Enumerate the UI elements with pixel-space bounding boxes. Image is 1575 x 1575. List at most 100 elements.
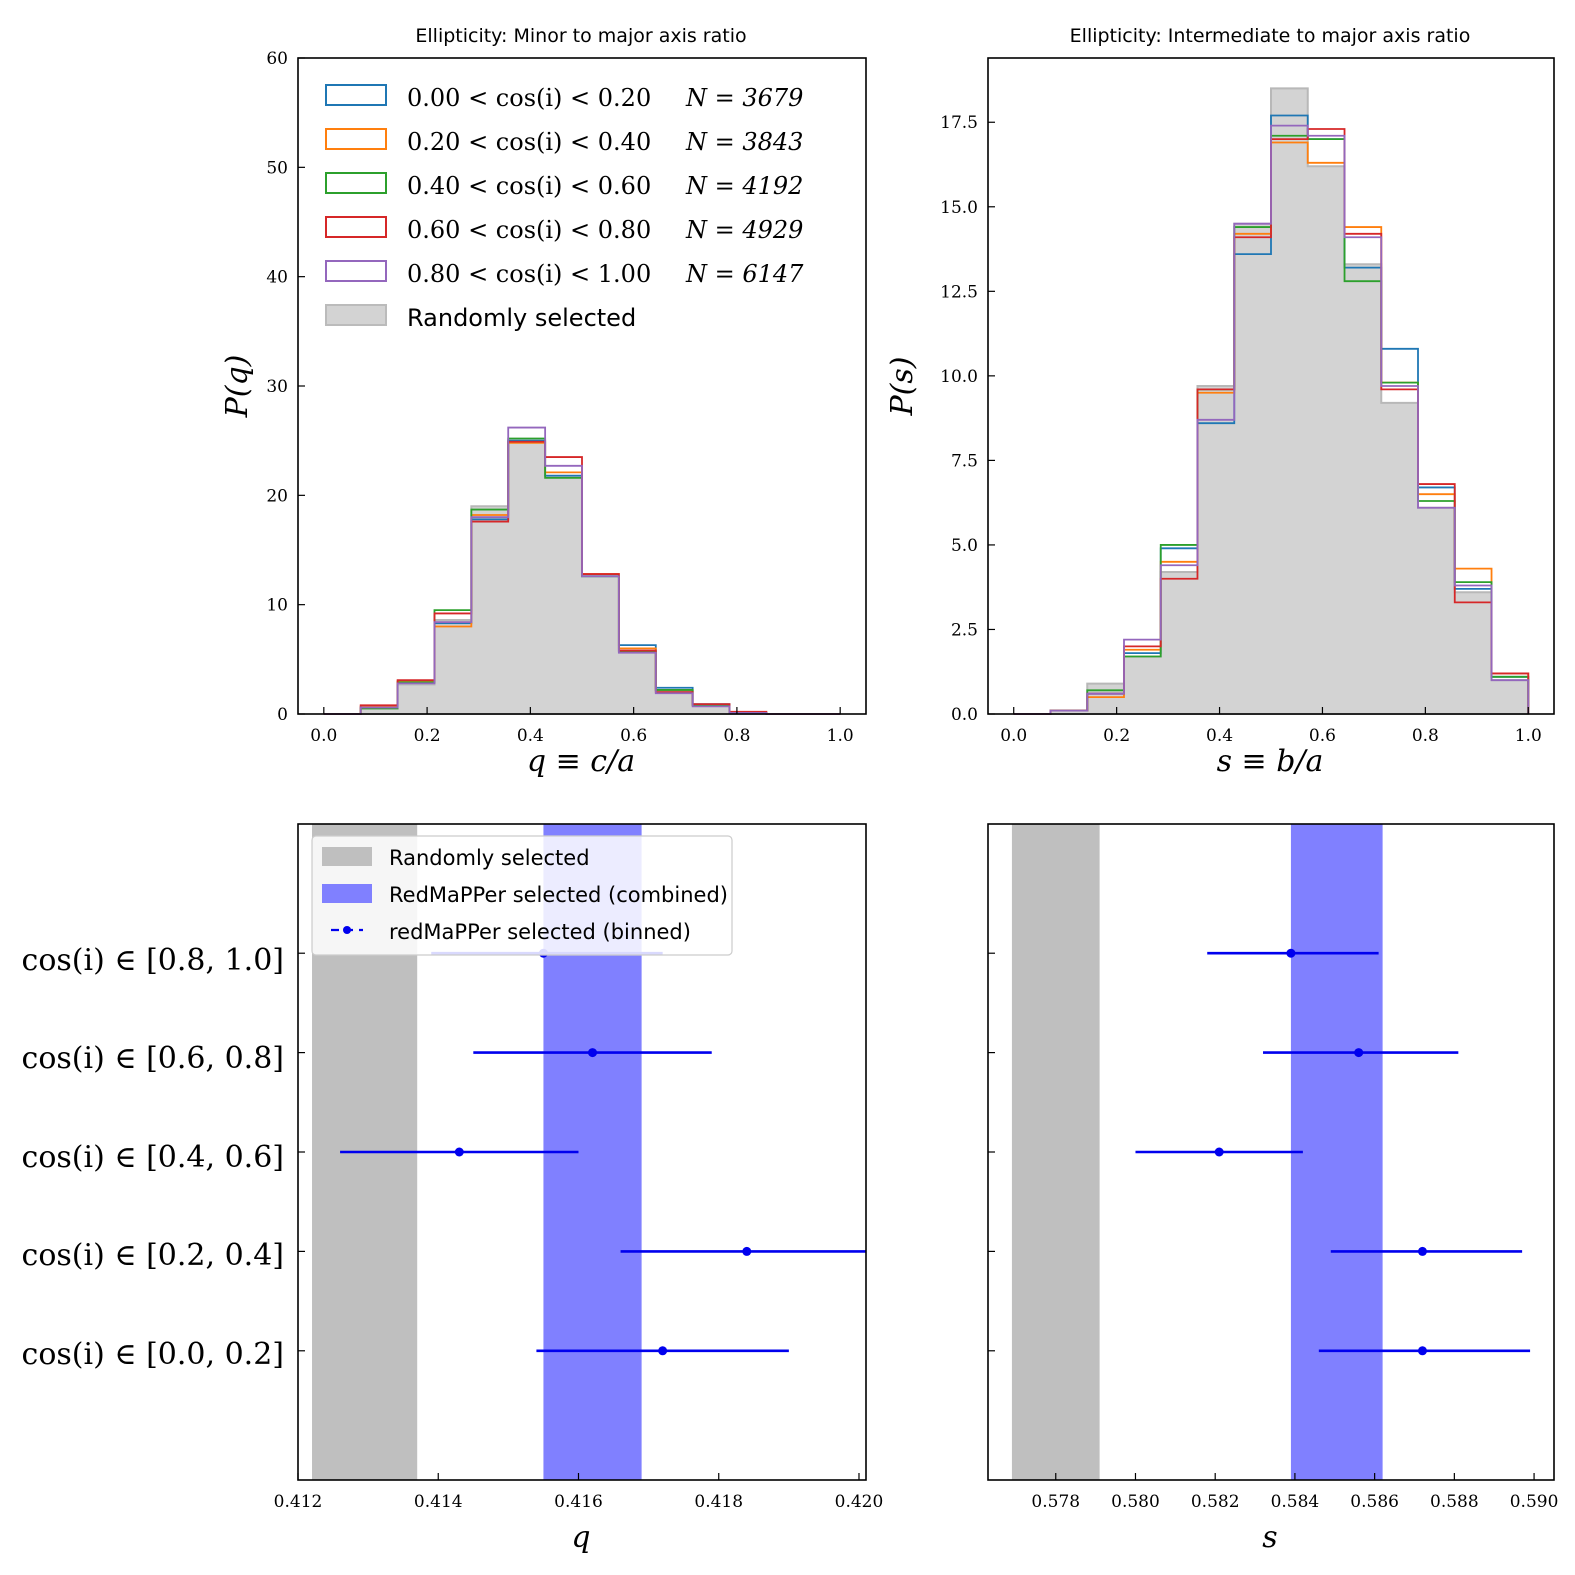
legend-label-random: Randomly selected	[407, 304, 636, 332]
legend-label-bin5: 0.80 < cos(i) < 1.00	[407, 260, 651, 288]
errorbar-point	[454, 1147, 464, 1157]
x-tick-label: 0.6	[1309, 726, 1336, 746]
legend-swatch-bin5	[325, 260, 387, 282]
x-tick-label: 0.2	[414, 726, 441, 746]
errorbar-point	[1286, 948, 1296, 958]
q-histogram-ylabel: P(q)	[220, 355, 255, 419]
y-tick-label: 20	[266, 486, 288, 506]
x-tick-label: 0.590	[1510, 1492, 1559, 1512]
s-errorbar-ticks: 0.578 0.580 0.582 0.584 0.586 0.588 0.590	[988, 952, 1559, 1512]
y-tick-label: 0.0	[951, 705, 978, 725]
x-tick-label: 0.584	[1271, 1492, 1320, 1512]
legend-label-combined-band: RedMaPPer selected (combined)	[389, 883, 728, 907]
y-tick-label: 12.5	[940, 282, 978, 302]
y-tick-label: 5.0	[951, 536, 978, 556]
x-tick-label: 1.0	[1515, 726, 1542, 746]
x-tick-label: 0.588	[1430, 1492, 1479, 1512]
y-tick-label: 7.5	[951, 451, 978, 471]
x-tick-label: 0.8	[1412, 726, 1439, 746]
errorbar-point	[742, 1246, 752, 1256]
x-tick-label: 0.8	[723, 726, 750, 746]
panel-q-histogram: Ellipticity: Minor to major axis ratio 0…	[220, 25, 867, 779]
panel-s-histogram: Ellipticity: Intermediate to major axis …	[885, 25, 1555, 779]
row-label-cos-0.2-0.4: cos(i) ∈ [0.2, 0.4]	[22, 1238, 284, 1273]
y-tick-label: 0	[277, 705, 288, 725]
y-tick-label: 50	[266, 158, 288, 178]
q-histogram-frame	[297, 57, 867, 715]
x-tick-label: 0.4	[1206, 726, 1233, 746]
x-tick-label: 0.414	[414, 1492, 463, 1512]
x-tick-label: 0.4	[517, 726, 544, 746]
q-histogram-bars	[323, 426, 841, 715]
q-errorbar-frame	[297, 823, 867, 1481]
q-errorbar-ticks: 0.412 0.414 0.416 0.418 0.420	[274, 952, 884, 1512]
panel-s-errorbars: 0.578 0.580 0.582 0.584 0.586 0.588 0.590 s	[987, 823, 1559, 1555]
s-histogram-frame	[987, 57, 1555, 715]
s-histogram-ticks: 0.0 0.2 0.4 0.6 0.8 1.0 0.0 2.5 5.0 7.5 10.0 12.5 15…	[940, 113, 1542, 746]
s-histogram-xlabel: s ≡ b/a	[1217, 744, 1324, 779]
s-errorbar-xlabel: s	[1262, 1520, 1277, 1555]
q-histogram-legend: 0.00 < cos(i) < 0.20 N = 3679 0.20 < cos…	[325, 84, 804, 332]
legend-swatch-combined-band	[322, 884, 372, 903]
legend-label-bin4: 0.60 < cos(i) < 0.80	[407, 216, 651, 244]
legend-box	[311, 835, 733, 956]
y-tick-label: 40	[266, 268, 288, 288]
s-errorbar-frame	[987, 823, 1555, 1481]
s-histogram-bars	[1013, 87, 1530, 715]
errorbar-point	[1417, 1346, 1427, 1356]
legend-swatch-random	[325, 304, 387, 326]
x-tick-label: 0.580	[1111, 1492, 1160, 1512]
series-step-5	[323, 426, 841, 715]
x-tick-label: 0.578	[1031, 1492, 1080, 1512]
x-tick-label: 0.586	[1350, 1492, 1399, 1512]
errorbar-point	[1417, 1246, 1427, 1256]
x-tick-label: 1.0	[827, 726, 854, 746]
legend-n-bin4: N = 4929	[685, 216, 803, 244]
row-label-cos-0.4-0.6: cos(i) ∈ [0.4, 0.6]	[22, 1140, 284, 1175]
legend-n-bin3: N = 4192	[685, 172, 803, 200]
legend-n-bin2: N = 3843	[685, 128, 803, 156]
q-histogram-xlabel: q ≡ c/a	[527, 744, 635, 779]
y-tick-label: 10	[266, 596, 288, 616]
legend-label-bin3: 0.40 < cos(i) < 0.60	[407, 172, 651, 200]
x-tick-label: 0.0	[1000, 726, 1027, 746]
legend-marker-binned	[343, 926, 351, 934]
x-tick-label: 0.0	[310, 726, 337, 746]
legend-swatch-bin3	[325, 172, 387, 194]
x-tick-label: 0.420	[835, 1492, 884, 1512]
y-tick-label: 15.0	[940, 198, 978, 218]
legend-label-binned: redMaPPer selected (binned)	[389, 920, 691, 944]
legend-n-bin5: N = 6147	[685, 260, 804, 288]
panel-s-title: Ellipticity: Intermediate to major axis …	[1070, 25, 1471, 47]
series-step-5	[1013, 124, 1530, 715]
errorbar-point	[1354, 1048, 1364, 1058]
q-errorbar-legend: Randomly selected RedMaPPer selected (co…	[311, 835, 733, 956]
x-tick-label: 0.416	[554, 1492, 603, 1512]
legend-swatch-bin4	[325, 216, 387, 238]
x-tick-label: 0.582	[1191, 1492, 1240, 1512]
x-tick-label: 0.6	[620, 726, 647, 746]
random-band	[1011, 824, 1100, 1480]
errorbar-point	[1214, 1147, 1224, 1157]
legend-label-bin2: 0.20 < cos(i) < 0.40	[407, 128, 651, 156]
combined-band	[1290, 824, 1383, 1480]
y-tick-label: 10.0	[940, 367, 978, 387]
legend-swatch-bin2	[325, 128, 387, 150]
legend-n-bin1: N = 3679	[685, 84, 803, 112]
x-tick-label: 0.418	[694, 1492, 743, 1512]
row-label-cos-0-0.2: cos(i) ∈ [0.0, 0.2]	[22, 1337, 284, 1372]
y-tick-label: 17.5	[940, 113, 978, 133]
row-label-cos-0.6-0.8: cos(i) ∈ [0.6, 0.8]	[22, 1041, 284, 1076]
y-tick-label: 30	[266, 377, 288, 397]
errorbar-point	[658, 1346, 668, 1356]
legend-label-bin1: 0.00 < cos(i) < 0.20	[407, 84, 651, 112]
s-histogram-ylabel: P(s)	[885, 357, 920, 417]
legend-swatch-bin1	[325, 84, 387, 106]
y-tick-label: 60	[266, 49, 288, 69]
row-label-cos-0.8-1.0: cos(i) ∈ [0.8, 1.0]	[22, 943, 284, 978]
x-tick-label: 0.2	[1103, 726, 1130, 746]
panel-q-errorbars: 0.412 0.414 0.416 0.418 0.420 Randomly selec…	[22, 823, 884, 1555]
x-tick-label: 0.412	[274, 1492, 323, 1512]
random-hist	[1013, 87, 1530, 715]
